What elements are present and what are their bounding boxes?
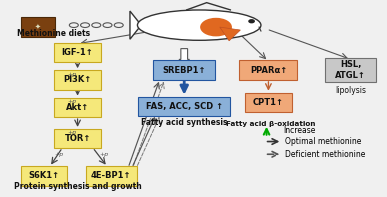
Text: Methionine diets: Methionine diets [17, 29, 90, 38]
Text: S6K1↑: S6K1↑ [28, 171, 60, 180]
Text: SREBP1↑: SREBP1↑ [163, 66, 206, 75]
Text: +p: +p [99, 152, 108, 157]
Text: PPARα↑: PPARα↑ [250, 66, 287, 75]
Text: PI3K↑: PI3K↑ [63, 75, 92, 85]
Text: TOR↑: TOR↑ [64, 134, 91, 143]
FancyArrow shape [179, 49, 190, 63]
Text: CPT1↑: CPT1↑ [253, 98, 284, 107]
Text: +p: +p [67, 130, 77, 135]
FancyBboxPatch shape [86, 166, 137, 186]
Ellipse shape [200, 18, 232, 36]
Text: Optimal methionine: Optimal methionine [284, 137, 361, 146]
FancyBboxPatch shape [54, 70, 101, 90]
Text: 4E-BP1↑: 4E-BP1↑ [91, 171, 132, 180]
Text: IGF-1↑: IGF-1↑ [62, 48, 93, 57]
FancyBboxPatch shape [54, 43, 101, 62]
FancyBboxPatch shape [139, 97, 230, 116]
FancyBboxPatch shape [240, 60, 298, 80]
Text: +p: +p [54, 152, 63, 157]
Text: Fatty acid synthesis: Fatty acid synthesis [141, 118, 228, 127]
Text: +p: +p [67, 99, 77, 104]
Text: Protein synthesis and growth: Protein synthesis and growth [14, 182, 141, 191]
Polygon shape [130, 11, 141, 39]
Ellipse shape [248, 19, 255, 23]
FancyBboxPatch shape [21, 17, 55, 37]
Text: FAS, ACC, SCD ↑: FAS, ACC, SCD ↑ [146, 102, 223, 111]
FancyBboxPatch shape [21, 166, 67, 186]
Ellipse shape [137, 10, 261, 40]
FancyBboxPatch shape [153, 60, 215, 80]
Text: ✦: ✦ [35, 24, 41, 30]
Text: +p: +p [67, 72, 77, 77]
Text: Akt↑: Akt↑ [66, 103, 89, 112]
FancyBboxPatch shape [245, 93, 292, 112]
FancyBboxPatch shape [54, 129, 101, 148]
Polygon shape [220, 27, 240, 41]
Text: lipolysis: lipolysis [335, 85, 366, 95]
FancyBboxPatch shape [325, 58, 376, 82]
Text: HSL,
ATGL↑: HSL, ATGL↑ [335, 60, 366, 80]
Text: Increase: Increase [283, 126, 316, 135]
Text: Fatty acid β-oxidation: Fatty acid β-oxidation [226, 121, 315, 127]
FancyBboxPatch shape [54, 98, 101, 117]
Text: Deficient methionine: Deficient methionine [284, 150, 365, 159]
